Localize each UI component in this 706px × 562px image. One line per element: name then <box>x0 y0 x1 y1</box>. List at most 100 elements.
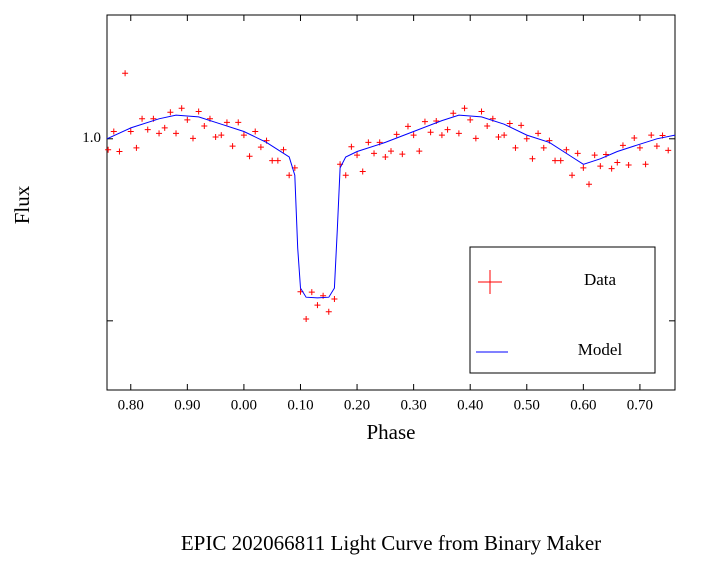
data-point <box>257 144 264 151</box>
data-point <box>223 119 230 126</box>
data-point <box>122 70 129 77</box>
data-point <box>619 142 626 149</box>
data-point <box>416 148 423 155</box>
data-point <box>552 157 559 164</box>
data-point <box>501 132 508 139</box>
data-point <box>218 132 225 139</box>
data-point <box>161 124 168 131</box>
data-point <box>574 150 581 157</box>
data-point <box>614 159 621 166</box>
data-point <box>365 139 372 146</box>
legend-label: Data <box>584 270 617 289</box>
data-point <box>235 119 242 126</box>
data-point <box>269 157 276 164</box>
data-point <box>189 135 196 142</box>
data-point <box>484 123 491 130</box>
x-tick-label: 0.00 <box>231 397 257 413</box>
data-point <box>144 126 151 133</box>
data-point <box>472 135 479 142</box>
data-point <box>597 163 604 170</box>
data-point <box>438 132 445 139</box>
x-tick-label: 0.10 <box>287 397 313 413</box>
data-point <box>133 144 140 151</box>
data-point <box>127 128 134 135</box>
data-point <box>173 130 180 137</box>
data-point <box>308 289 315 296</box>
data-point <box>399 151 406 158</box>
data-point <box>569 172 576 179</box>
data-point <box>642 161 649 168</box>
data-point <box>557 157 564 164</box>
data-point <box>535 130 542 137</box>
data-point <box>252 128 259 135</box>
data-point <box>331 295 338 302</box>
legend-box <box>469 246 656 374</box>
data-point <box>167 109 174 116</box>
data-point <box>625 162 632 168</box>
data-point <box>314 302 321 309</box>
data-point <box>631 135 638 142</box>
data-point <box>195 108 202 115</box>
data-point <box>274 157 281 164</box>
plot-frame <box>106 14 676 391</box>
data-point <box>591 152 598 159</box>
data-point <box>608 165 615 172</box>
data-point <box>523 135 530 142</box>
data-point <box>371 150 378 157</box>
data-point <box>455 130 462 137</box>
x-tick-label: 0.60 <box>570 397 596 413</box>
data-point <box>178 105 185 112</box>
model-line <box>106 114 676 299</box>
data-point <box>388 148 394 155</box>
data-point <box>512 144 519 151</box>
data-point <box>563 146 570 153</box>
data-point <box>139 115 146 122</box>
data-point <box>580 164 587 171</box>
data-point <box>342 172 349 179</box>
data-point <box>636 144 643 151</box>
data-point <box>506 120 513 127</box>
data-point <box>303 316 310 323</box>
data-point <box>246 153 253 160</box>
data-point <box>410 132 417 139</box>
data-point <box>156 130 163 137</box>
legend-swatch <box>478 270 502 294</box>
data-point <box>421 118 428 125</box>
x-tick-label: 0.40 <box>457 397 483 413</box>
x-tick-label: 0.80 <box>118 397 144 413</box>
data-point <box>444 126 451 133</box>
data-point <box>184 116 191 123</box>
data-point <box>286 172 293 179</box>
data-point <box>467 116 474 123</box>
data-point <box>495 133 502 140</box>
legend-label: Model <box>578 340 623 359</box>
data-point <box>665 147 672 154</box>
data-point <box>648 132 655 139</box>
data-point <box>653 143 660 150</box>
data-point <box>116 148 123 155</box>
data-point <box>325 308 332 315</box>
data-point <box>540 144 547 151</box>
data-point <box>393 131 400 138</box>
data-point <box>529 155 536 162</box>
data-point <box>518 122 525 129</box>
x-tick-label: 0.20 <box>344 397 370 413</box>
x-tick-label: 0.90 <box>174 397 200 413</box>
data-point <box>348 143 355 150</box>
data-point <box>478 108 485 115</box>
data-point <box>354 152 361 159</box>
data-point <box>404 123 411 130</box>
data-point <box>359 168 366 175</box>
y-axis-label: Flux <box>10 185 34 224</box>
data-point <box>461 105 468 112</box>
x-tick-label: 0.50 <box>514 397 540 413</box>
data-point <box>280 146 287 153</box>
data-point <box>586 181 593 188</box>
data-point <box>212 133 219 140</box>
data-point <box>229 143 236 150</box>
data-point <box>382 153 389 160</box>
data-point <box>240 132 247 139</box>
data-point <box>110 128 117 135</box>
data-point <box>201 123 208 130</box>
